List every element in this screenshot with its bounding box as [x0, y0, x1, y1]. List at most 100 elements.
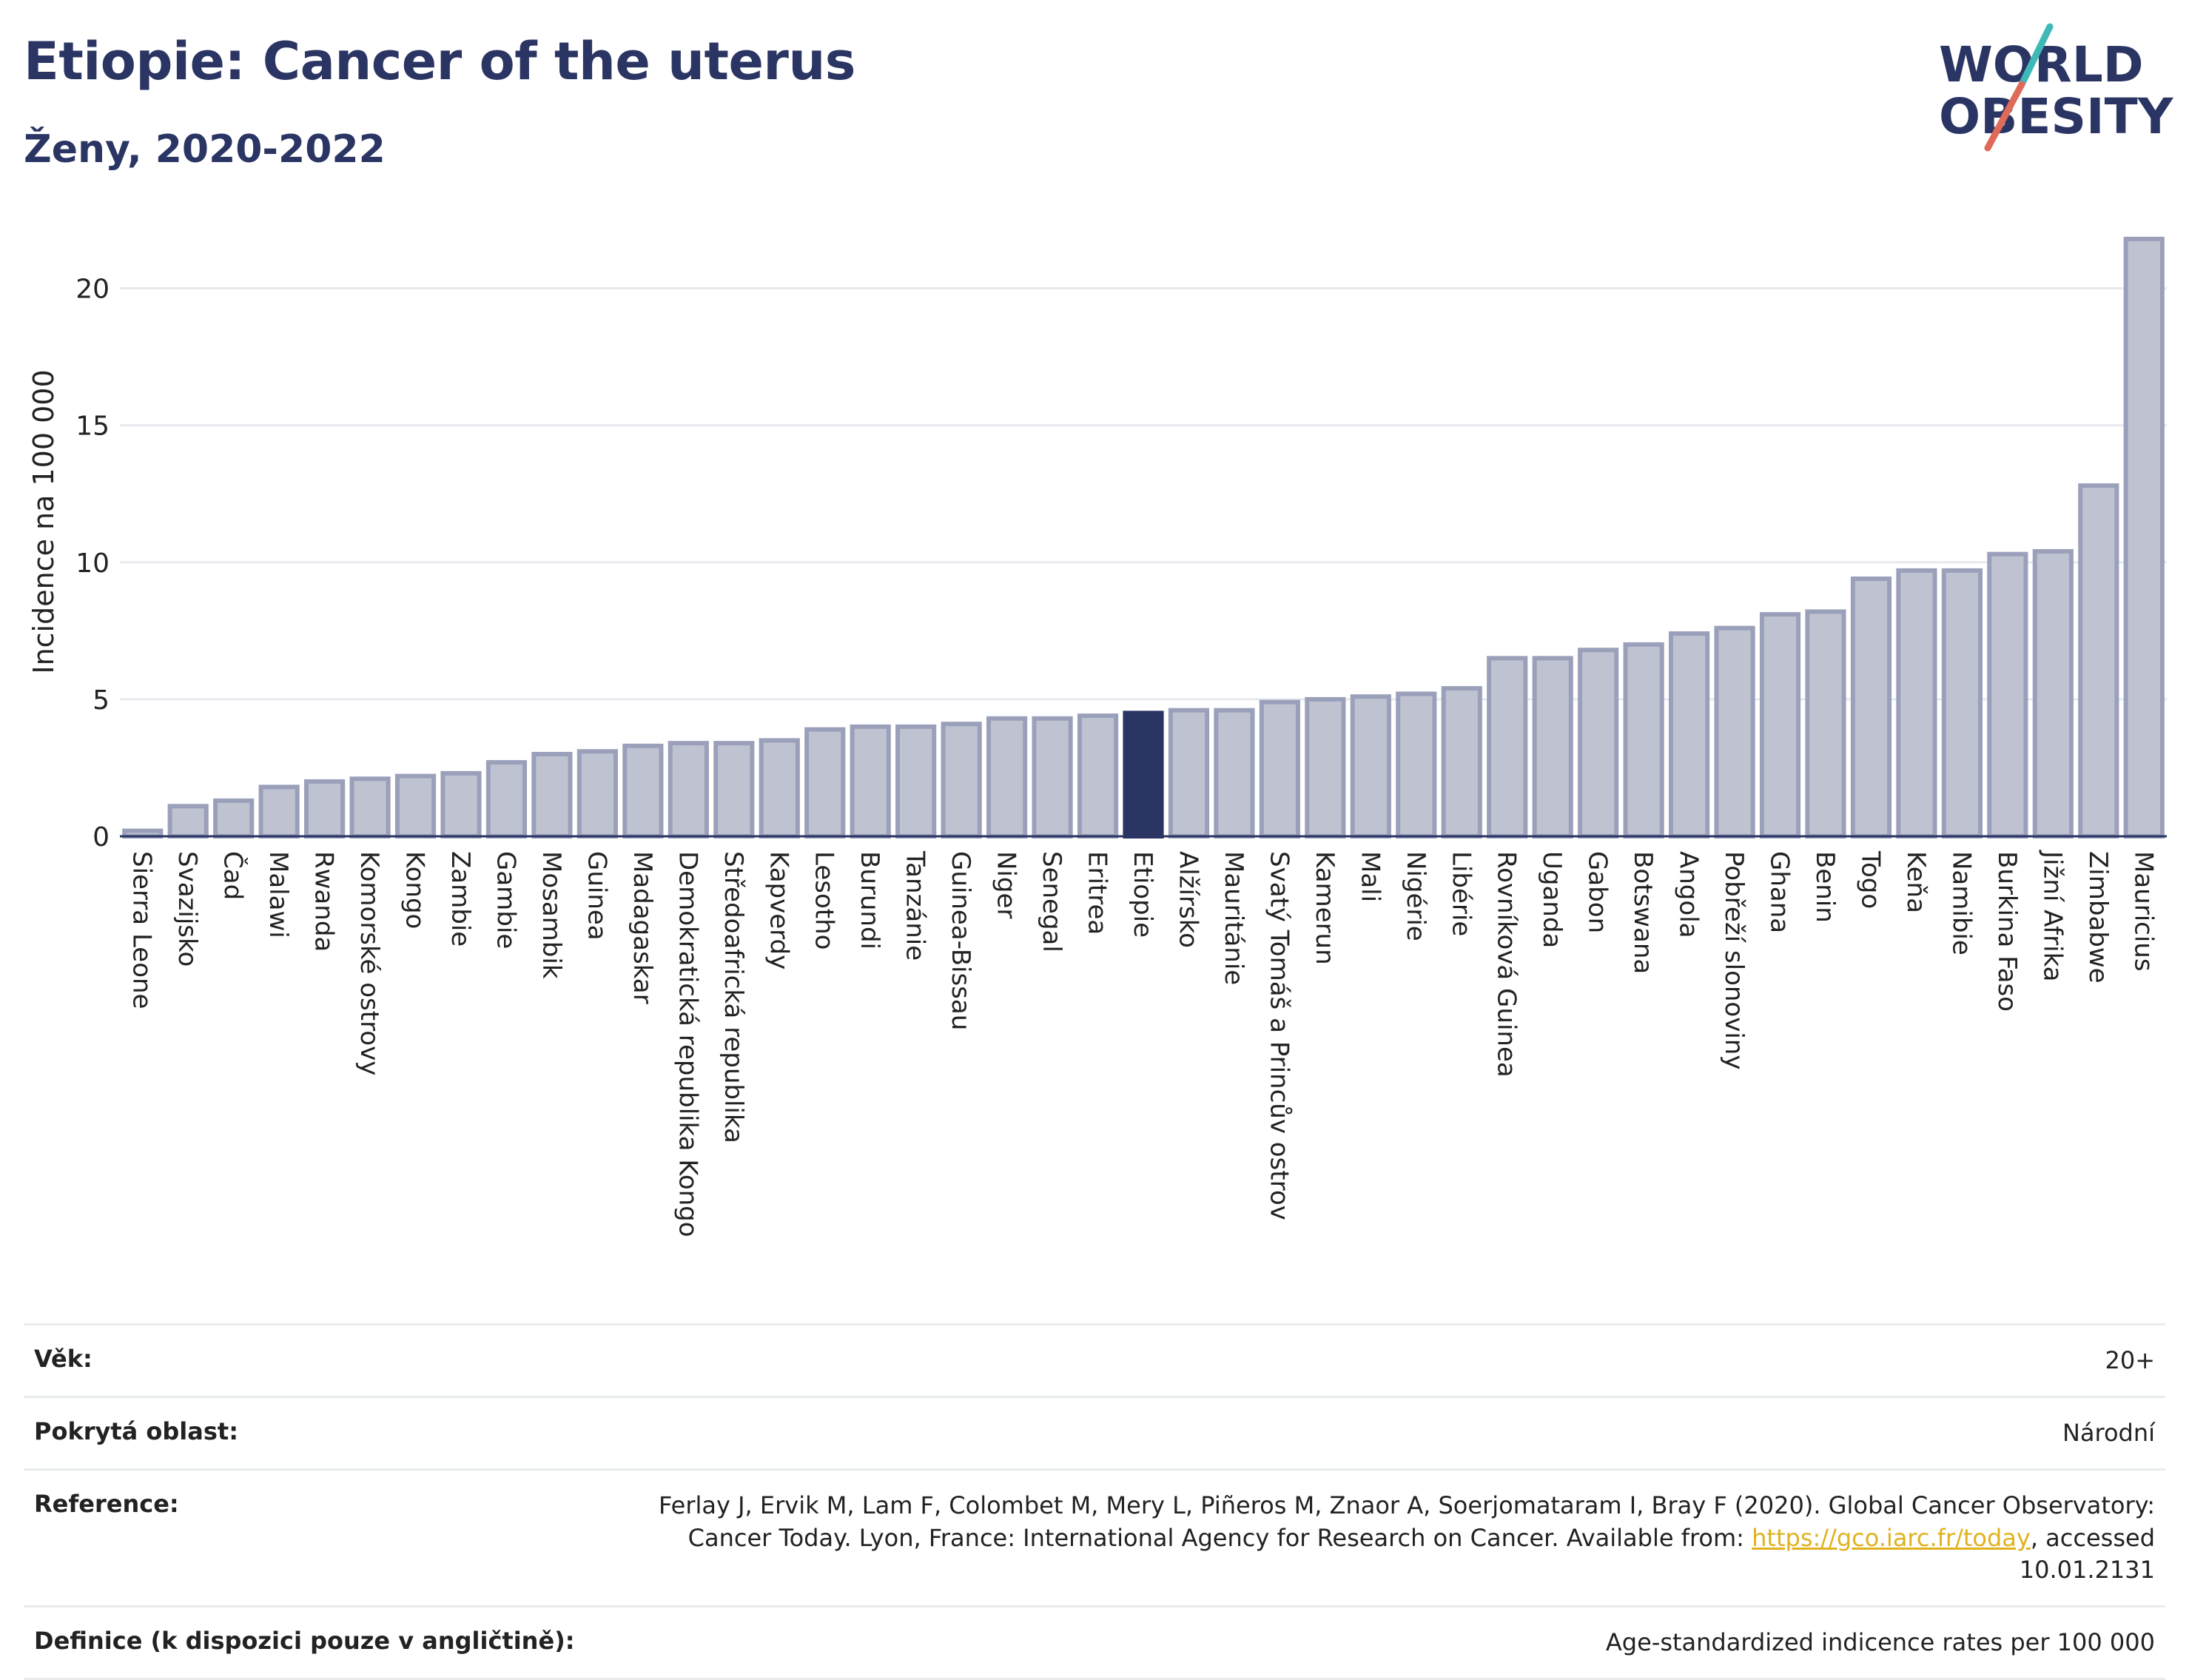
x-tick-label: Malawi — [263, 851, 293, 938]
x-tick-label: Senegal — [1037, 851, 1066, 952]
x-tick-label: Svazijsko — [172, 851, 202, 967]
bar[interactable] — [1987, 551, 2028, 839]
y-axis-label: Incidence na 100 000 — [27, 369, 60, 673]
reference-value: Ferlay J, Ervik M, Lam F, Colombet M, Me… — [585, 1468, 2165, 1607]
bar[interactable] — [1077, 713, 1119, 839]
y-tick-label: 15 — [75, 411, 110, 442]
bar[interactable] — [1623, 642, 1664, 839]
x-tick-label: Mauritánie — [1219, 851, 1248, 985]
x-tick-label: Togo — [1855, 850, 1885, 909]
bar-layer — [122, 236, 2165, 839]
age-value: 20+ — [585, 1323, 2165, 1397]
bar[interactable] — [850, 724, 891, 839]
x-tick-label: Etiopie — [1128, 851, 1157, 938]
bar[interactable] — [2032, 548, 2074, 839]
reference-link[interactable]: https://gco.iarc.fr/today — [1752, 1523, 2031, 1552]
bar[interactable] — [531, 751, 573, 839]
x-tick-label: Keňa — [1901, 851, 1931, 913]
reference-label: Reference: — [24, 1468, 585, 1607]
bar[interactable] — [1032, 716, 1073, 839]
definition-label: Definice (k dispozici pouze v angličtině… — [24, 1605, 585, 1680]
bar[interactable] — [804, 727, 846, 839]
bar[interactable] — [1259, 699, 1300, 839]
bar[interactable] — [485, 760, 528, 839]
x-tick-label: Guinea-Bissau — [946, 851, 975, 1030]
x-tick-label: Burundi — [855, 851, 884, 950]
page-title: Etiopie: Cancer of the uterus — [24, 31, 855, 92]
y-tick-label: 0 — [93, 822, 110, 853]
world-obesity-logo[interactable]: WORLD OBESITY — [1924, 22, 2176, 163]
bar[interactable] — [440, 770, 482, 839]
x-tick-label: Komorské ostrovy — [354, 851, 384, 1075]
x-tick-label: Kapverdy — [764, 851, 793, 970]
bar[interactable] — [622, 743, 664, 839]
bar-highlight[interactable] — [1123, 710, 1164, 839]
bar[interactable] — [1805, 609, 1846, 839]
bar[interactable] — [1669, 631, 1710, 839]
x-tick-label: Botswana — [1628, 851, 1658, 974]
bar[interactable] — [2123, 236, 2165, 839]
bar[interactable] — [576, 749, 618, 839]
bar[interactable] — [213, 798, 255, 839]
x-tick-label: Alžírsko — [1173, 851, 1203, 948]
bar[interactable] — [1168, 708, 1210, 839]
bar[interactable] — [759, 738, 800, 839]
definition-value: Age-standardized indicence rates per 100… — [585, 1605, 2165, 1680]
x-tick-label: Mosambik — [537, 851, 566, 979]
age-label: Věk: — [24, 1323, 585, 1397]
info-row-area: Pokrytá oblast: Národní — [24, 1396, 2165, 1470]
area-label: Pokrytá oblast: — [24, 1396, 585, 1470]
logo-slash-teal — [2018, 23, 2054, 88]
x-tick-label: Mali — [1355, 851, 1385, 902]
bar[interactable] — [1759, 612, 1801, 839]
bar[interactable] — [167, 804, 209, 839]
x-tick-label: Nigérie — [1401, 851, 1430, 941]
area-value: Národní — [585, 1396, 2165, 1470]
bar[interactable] — [1578, 648, 1619, 839]
bar[interactable] — [1896, 568, 1937, 839]
bar[interactable] — [1396, 691, 1437, 839]
x-tick-label: Zimbabwe — [2083, 851, 2113, 984]
bar[interactable] — [1532, 656, 1573, 839]
bar[interactable] — [304, 779, 346, 839]
bar[interactable] — [895, 724, 937, 839]
x-tick-label: Madagaskar — [628, 851, 657, 1004]
x-tick-label: Guinea — [582, 851, 611, 941]
bar[interactable] — [394, 773, 437, 839]
bar[interactable] — [668, 741, 709, 839]
x-tick-label: Kamerun — [1310, 851, 1339, 965]
x-tick-label: Jižní Afrika — [2037, 850, 2067, 982]
bar[interactable] — [1350, 694, 1391, 839]
bar[interactable] — [2078, 483, 2119, 839]
x-tick-label: Ghana — [1765, 851, 1795, 933]
info-row-age: Věk: 20+ — [24, 1323, 2165, 1397]
x-tick-label: Benin — [1810, 851, 1840, 923]
bar[interactable] — [1487, 656, 1528, 839]
bar[interactable] — [258, 784, 300, 839]
x-tick-label: Čad — [218, 851, 249, 900]
bar[interactable] — [1214, 708, 1255, 839]
bar[interactable] — [1714, 625, 1755, 839]
x-tick-label: Lesotho — [810, 851, 839, 950]
logo-line2: OBESITY — [1939, 88, 2174, 145]
x-tick-label: Rwanda — [309, 851, 339, 952]
x-tick-label: Uganda — [1537, 851, 1567, 948]
bar[interactable] — [986, 716, 1028, 839]
bar[interactable] — [713, 741, 755, 839]
axis-layer: 0 5 10 15 20 Sierra Leone Svazijsko Čad Malawi Rw… — [75, 275, 2167, 1237]
bar[interactable] — [1441, 686, 1482, 839]
info-table: Věk: 20+ Pokrytá oblast: Národní Referen… — [24, 1323, 2165, 1680]
x-tick-label: Sierra Leone — [127, 851, 157, 1009]
x-tick-label: Burkina Faso — [1992, 851, 2022, 1012]
bar[interactable] — [1305, 696, 1346, 839]
x-tick-label: Mauricius — [2128, 851, 2158, 972]
bar[interactable] — [1941, 568, 1983, 839]
x-tick-label: Svatý Tomáš a Princův ostrov — [1264, 851, 1294, 1220]
bar[interactable] — [941, 722, 982, 839]
x-tick-label: Kongo — [400, 851, 430, 929]
info-row-definition: Definice (k dispozici pouze v angličtině… — [24, 1605, 2165, 1680]
bar[interactable] — [1850, 576, 1892, 839]
info-row-reference: Reference: Ferlay J, Ervik M, Lam F, Col… — [24, 1468, 2165, 1607]
reference-text: Ferlay J, Ervik M, Lam F, Colombet M, Me… — [659, 1491, 2155, 1552]
bar[interactable] — [349, 776, 391, 839]
